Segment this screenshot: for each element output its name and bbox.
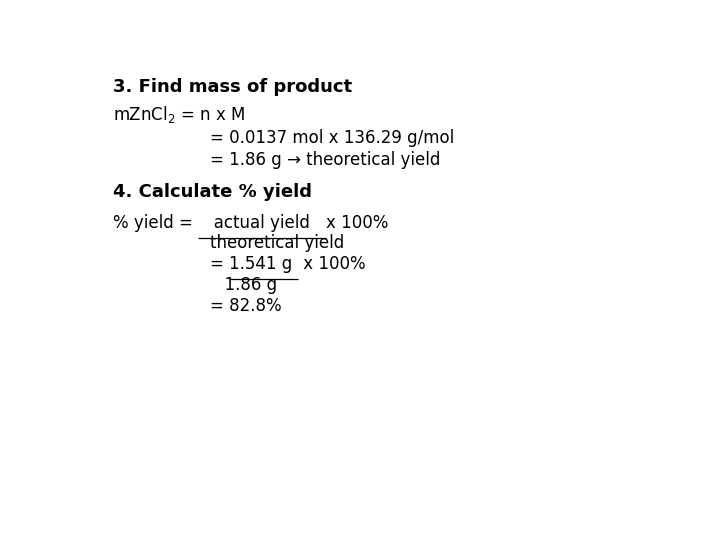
Text: =: = [210, 255, 229, 273]
Text: = 0.0137 mol x 136.29 g/mol: = 0.0137 mol x 136.29 g/mol [210, 130, 454, 147]
Text: x 100%: x 100% [298, 255, 365, 273]
Text: 1.86 g: 1.86 g [214, 275, 277, 294]
Text: x 100%: x 100% [326, 214, 388, 232]
Text: theoretical yield: theoretical yield [210, 234, 344, 252]
Text: = 82.8%: = 82.8% [210, 297, 282, 315]
Text: 3. Find mass of product: 3. Find mass of product [113, 78, 352, 96]
Text: 1.541 g: 1.541 g [229, 255, 298, 273]
Text: % yield =: % yield = [113, 214, 199, 232]
Text: actual yield: actual yield [199, 214, 326, 232]
Text: $\mathregular{mZnCl_2}$ = n x M: $\mathregular{mZnCl_2}$ = n x M [113, 104, 246, 125]
Text: 4. Calculate % yield: 4. Calculate % yield [113, 183, 312, 201]
Text: = 1.86 g → theoretical yield: = 1.86 g → theoretical yield [210, 151, 441, 169]
